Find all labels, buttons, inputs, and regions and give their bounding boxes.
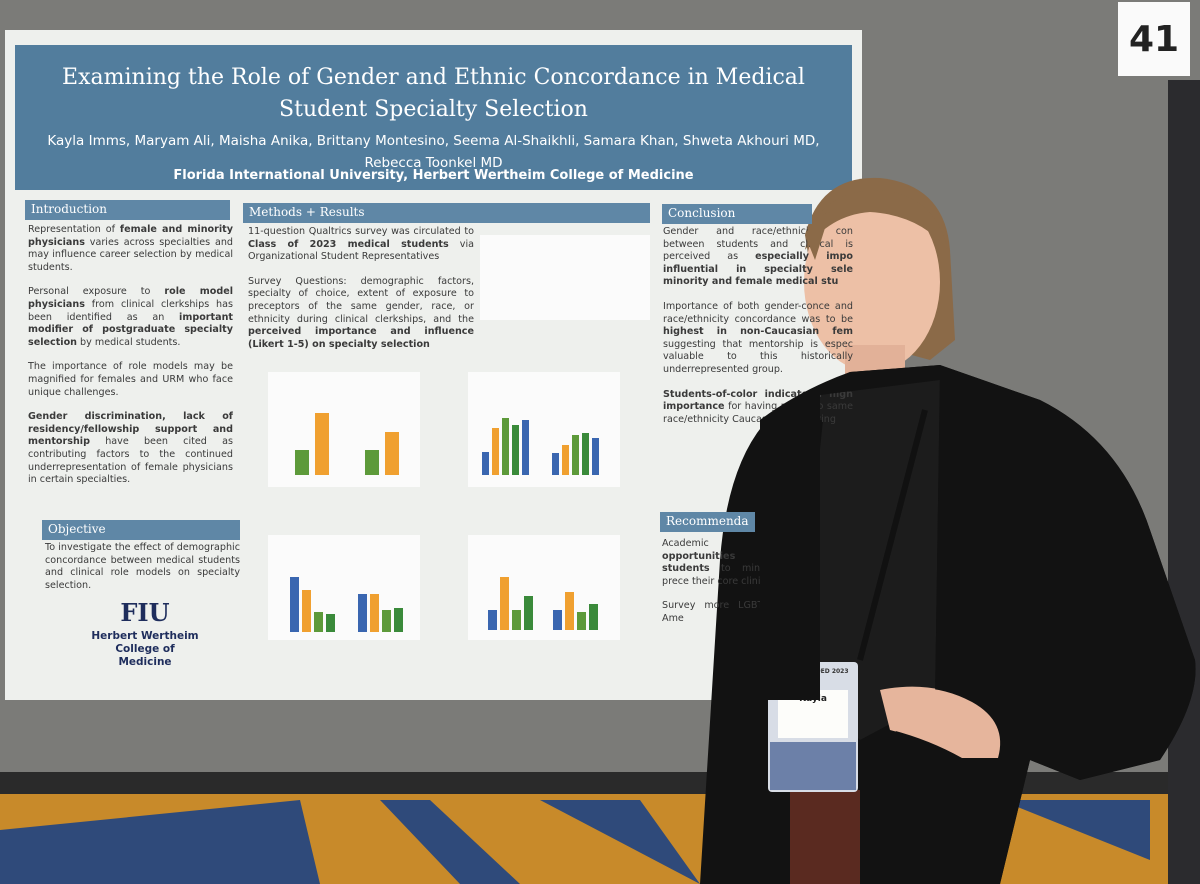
paragraph: Importance of both gender-conce and race…: [663, 301, 853, 377]
section-heading: Objective: [42, 520, 240, 540]
text-run: to minority prece their core clini: [662, 563, 782, 587]
text-run: have been cited as contributing factors …: [28, 436, 233, 486]
text-run: varies across specialties and may influe…: [28, 236, 233, 273]
section-body: Representation of female and minority ph…: [28, 224, 233, 499]
poster-title: Examining the Role of Gender and Ethnic …: [62, 65, 805, 122]
section-heading: Recommenda: [660, 512, 755, 532]
title-banner: [15, 45, 852, 190]
poster-affiliation: Florida International University, Herber…: [173, 168, 694, 183]
paragraph: The importance of role models may be mag…: [28, 361, 233, 399]
paragraph: Survey Questions: demographic factors, s…: [248, 276, 474, 352]
text-run: Survey more LGBTQ+, Ame: [662, 600, 782, 624]
text-run: Academic: [662, 538, 709, 549]
text-run: 11-question Qualtrics survey was circula…: [248, 226, 474, 237]
text-run: by medical students.: [77, 336, 181, 348]
section-heading: Methods + Results: [243, 203, 650, 223]
board-number: 41: [1118, 2, 1190, 76]
carpet-pattern: [0, 800, 1150, 884]
text-run: via Organizational Student Representativ…: [248, 238, 474, 263]
text-run: Class of 2023 medical students: [248, 238, 449, 250]
logo-mark: FIU: [120, 598, 170, 627]
text-run: perceived importance and influence (Like…: [248, 326, 474, 350]
logo: FIU Herbert Wertheim College of Medicine: [90, 598, 200, 669]
text-run: Gender discrimination, lack of residency…: [28, 411, 233, 448]
text-run: suggesting that mentorship is espec valu…: [663, 338, 853, 375]
table-figure: [480, 235, 650, 320]
section-heading: Introduction: [25, 200, 230, 220]
poster-authors: Kayla Imms, Maryam Ali, Maisha Anika, Br…: [47, 133, 820, 171]
text-run: role model physicians: [28, 286, 233, 310]
section-body: 11-question Qualtrics survey was circula…: [248, 226, 474, 363]
text-run: opportunities students: [662, 550, 736, 575]
paragraph: Students-of-color indicate a high import…: [663, 389, 853, 427]
paragraph: Academic opportunities students to minor…: [662, 538, 782, 588]
text-run: Importance of both gender-conce and race…: [663, 300, 853, 325]
pole: [1168, 80, 1200, 884]
paragraph: Survey more LGBTQ+, Ame: [662, 600, 782, 625]
text-run: Students-of-color indicate a high import…: [663, 388, 853, 413]
paragraph: 11-question Qualtrics survey was circula…: [248, 226, 474, 264]
text-run: highest in non-Caucasian fem: [663, 326, 853, 338]
text-run: Survey Questions: demographic factors, s…: [248, 275, 474, 325]
badge-event: CHANGEMEDED 2023: [777, 668, 849, 675]
paragraph: Personal exposure to role model physicia…: [28, 286, 233, 349]
text-run: female and minority physicians: [28, 224, 233, 248]
logo-name: Herbert Wertheim College of Medicine: [91, 630, 199, 668]
badge-name: Kayla: [799, 694, 827, 704]
section-heading: Conclusion: [662, 204, 812, 224]
text-run: from clinical clerkships has been identi…: [28, 298, 233, 323]
figure-panels: [268, 372, 620, 640]
text-run: The importance of role models may be mag…: [28, 361, 233, 398]
section-body: Gender and race/ethnicity con between st…: [663, 226, 853, 438]
text-run: Personal exposure to: [28, 286, 165, 298]
text-run: Gender and race/ethnicity con between st…: [663, 226, 853, 263]
section-body: To investigate the effect of demographic…: [45, 542, 240, 591]
paragraph: Gender discrimination, lack of residency…: [28, 411, 233, 487]
paragraph: Gender and race/ethnicity con between st…: [663, 226, 853, 289]
text-run: important modifier of postgraduate speci…: [28, 311, 233, 348]
section-body: Academic opportunities students to minor…: [662, 538, 782, 638]
text-run: especially impo influential in specialty…: [663, 251, 853, 288]
text-run: Representation of: [28, 224, 120, 235]
paragraph: Representation of female and minority ph…: [28, 224, 233, 274]
